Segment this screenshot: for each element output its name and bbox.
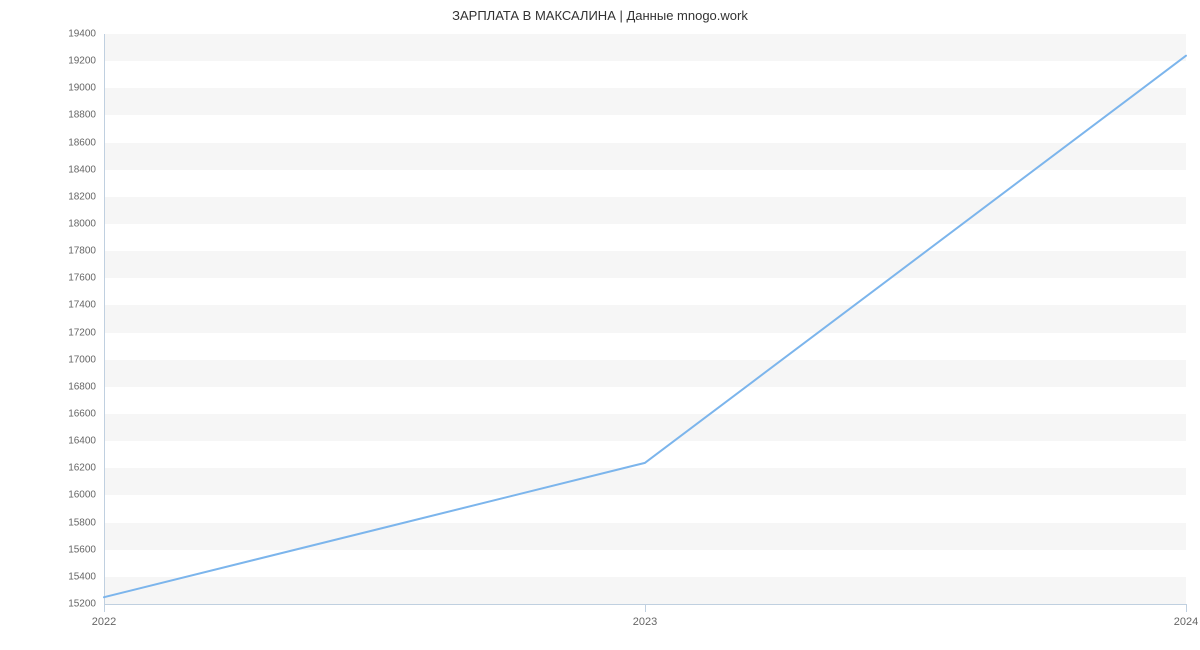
y-tick-label: 17000	[36, 354, 96, 365]
y-tick-label: 16400	[36, 436, 96, 447]
y-tick-label: 18800	[36, 110, 96, 121]
x-tick-label: 2023	[633, 616, 657, 628]
y-tick-label: 19200	[36, 56, 96, 67]
y-tick-label: 16600	[36, 409, 96, 420]
y-tick-label: 15400	[36, 571, 96, 582]
series-line-salary	[104, 56, 1186, 598]
y-tick-label: 15200	[36, 599, 96, 610]
y-tick-label: 19400	[36, 29, 96, 40]
y-tick-label: 16200	[36, 463, 96, 474]
y-tick-label: 16000	[36, 490, 96, 501]
x-tick-mark	[1186, 604, 1187, 612]
x-tick-label: 2022	[92, 616, 116, 628]
y-tick-label: 18600	[36, 137, 96, 148]
y-tick-label: 17400	[36, 300, 96, 311]
y-tick-label: 18400	[36, 164, 96, 175]
x-tick-label: 2024	[1174, 616, 1198, 628]
y-tick-label: 17600	[36, 273, 96, 284]
y-tick-label: 17200	[36, 327, 96, 338]
y-tick-label: 16800	[36, 381, 96, 392]
y-tick-label: 15800	[36, 517, 96, 528]
line-layer	[104, 34, 1186, 604]
y-tick-label: 18000	[36, 219, 96, 230]
plot-area: 1520015400156001580016000162001640016600…	[104, 34, 1186, 604]
y-tick-label: 19000	[36, 83, 96, 94]
x-tick-mark	[645, 604, 646, 612]
y-tick-label: 15600	[36, 544, 96, 555]
chart-title: ЗАРПЛАТА В МАКСАЛИНА | Данные mnogo.work	[0, 8, 1200, 23]
y-tick-label: 17800	[36, 246, 96, 257]
y-tick-label: 18200	[36, 191, 96, 202]
x-tick-mark	[104, 604, 105, 612]
salary-line-chart: ЗАРПЛАТА В МАКСАЛИНА | Данные mnogo.work…	[0, 0, 1200, 650]
